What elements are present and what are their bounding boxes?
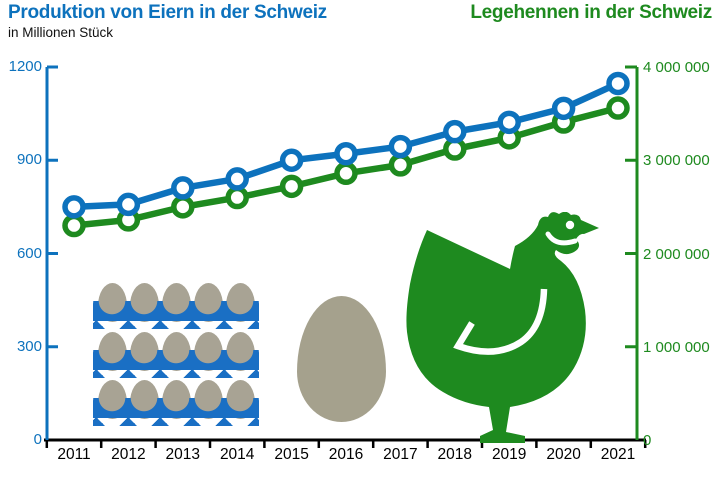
- data-point-marker: [279, 148, 304, 172]
- x-axis-year-label: 2015: [274, 446, 309, 463]
- left-axis-tick-label: 0: [33, 431, 42, 448]
- left-axis-tick-label: 600: [16, 244, 42, 262]
- right-axis-tick-label: 0: [643, 432, 652, 449]
- hen-wing-line: [453, 288, 548, 355]
- data-point-marker: [497, 110, 521, 135]
- hen-icon: [406, 212, 599, 443]
- data-point-marker: [62, 213, 86, 238]
- egg-carton-row: [88, 331, 266, 382]
- x-axis-year-label: 2013: [165, 446, 201, 463]
- data-point-marker: [171, 195, 195, 219]
- left-axis-tick-label: 900: [16, 151, 42, 169]
- page-title-hens: Legehennen in der Schweiz: [470, 2, 712, 23]
- egg-carton-row: [88, 380, 266, 430]
- right-axis-tick-label: 2 000 000: [643, 245, 710, 263]
- carton-tray-feet: [93, 417, 259, 427]
- data-point-marker: [334, 161, 358, 186]
- left-axis-tick-label: 300: [16, 337, 42, 355]
- page-title-eggs: Produktion von Eiern in der Schweiz: [8, 2, 327, 23]
- carton-tray: [93, 398, 259, 419]
- egg-icon: [297, 296, 386, 422]
- data-point-marker: [225, 185, 249, 210]
- right-axis-tick-label: 4 000 000: [643, 59, 710, 76]
- x-axis-year-label: 2016: [328, 446, 364, 463]
- carton-tray: [93, 301, 259, 321]
- egg-carton-row: [88, 283, 266, 333]
- x-axis-year-label: 2020: [546, 446, 581, 463]
- carton-tray-feet: [93, 368, 259, 378]
- x-axis-year-label: 2017: [383, 446, 418, 463]
- x-axis-year-label: 2018: [437, 446, 473, 463]
- hen-eye: [565, 220, 575, 230]
- data-point-marker: [606, 71, 630, 96]
- left-axis-tick-label: 1200: [8, 58, 42, 75]
- right-axis-tick-label: 3 000 000: [643, 152, 710, 170]
- data-point-marker: [388, 153, 413, 177]
- carton-tray-feet: [93, 320, 259, 329]
- data-point-marker: [171, 176, 195, 200]
- x-axis-year-label: 2012: [111, 446, 146, 463]
- data-point-marker: [334, 141, 358, 166]
- x-axis-year-label: 2014: [219, 446, 255, 463]
- x-axis-year-label: 2021: [600, 446, 636, 463]
- data-point-marker: [388, 134, 413, 159]
- carton-tray: [93, 349, 259, 370]
- data-point-marker: [443, 119, 467, 144]
- x-axis-year-label: 2011: [57, 446, 91, 463]
- data-point-marker: [551, 96, 576, 121]
- egg-carton-icon: [88, 283, 266, 433]
- data-point-marker: [116, 192, 141, 217]
- data-point-marker: [606, 96, 630, 120]
- page-subtitle-eggs: in Millionen Stück: [8, 25, 114, 40]
- x-axis-year-label: 2019: [491, 446, 527, 463]
- data-point-marker: [225, 167, 249, 191]
- data-point-marker: [62, 195, 86, 219]
- data-point-marker: [279, 174, 304, 199]
- right-axis-tick-label: 1 000 000: [643, 338, 710, 356]
